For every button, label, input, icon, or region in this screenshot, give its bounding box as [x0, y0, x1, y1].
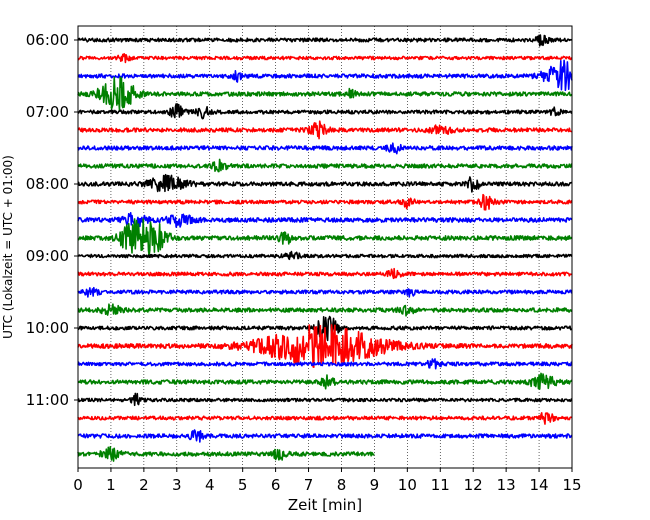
- trace-0600: [77, 34, 573, 47]
- trace-0800: [77, 173, 573, 193]
- y-tick-label-11:00: 11:00: [26, 391, 69, 409]
- trace-0815: [77, 193, 573, 211]
- trace-layer: [77, 34, 573, 462]
- x-tick-label-6: 6: [271, 476, 281, 494]
- trace-0730: [77, 142, 573, 155]
- x-tick-label-0: 0: [73, 476, 83, 494]
- x-tick-label-12: 12: [464, 476, 483, 494]
- x-tick-label-3: 3: [172, 476, 182, 494]
- trace-0630: [77, 59, 573, 92]
- trace-0945: [77, 303, 573, 317]
- x-tick-label-1: 1: [106, 476, 116, 494]
- y-axis: 06:00 07:00 08:00 09:00 10:00 11:00: [26, 31, 78, 409]
- x-tick-label-15: 15: [562, 476, 581, 494]
- x-tick-label-9: 9: [370, 476, 380, 494]
- x-tick-label-2: 2: [139, 476, 149, 494]
- trace-1145: [77, 445, 375, 462]
- x-tick-label-8: 8: [337, 476, 347, 494]
- x-tick-label-7: 7: [304, 476, 314, 494]
- plot-frame: [77, 25, 573, 469]
- trace-1045: [77, 372, 573, 390]
- x-axis-label: Zeit [min]: [288, 496, 362, 514]
- y-tick-label-06:00: 06:00: [26, 31, 69, 49]
- y-tick-label-08:00: 08:00: [26, 175, 69, 193]
- y-tick-label-07:00: 07:00: [26, 103, 69, 121]
- x-tick-label-13: 13: [497, 476, 516, 494]
- x-tick-label-11: 11: [431, 476, 450, 494]
- x-axis: 0 1 2 3 4 5 6 7 8 9 10 11 12 13 14 15: [73, 468, 582, 494]
- x-tick-label-10: 10: [398, 476, 417, 494]
- y-axis-label: UTC (Lokalzeit = UTC + 01:00): [1, 155, 15, 339]
- trace-0615: [77, 52, 573, 64]
- trace-0900: [77, 250, 573, 261]
- trace-0700: [77, 103, 573, 120]
- trace-1030: [77, 358, 573, 370]
- trace-0830: [77, 212, 573, 228]
- trace-1115: [77, 412, 573, 425]
- x-tick-label-5: 5: [238, 476, 248, 494]
- trace-0845: [77, 218, 573, 257]
- trace-0645: [77, 76, 573, 112]
- trace-0930: [77, 286, 573, 298]
- x-tick-label-14: 14: [530, 476, 549, 494]
- trace-1130: [77, 429, 573, 443]
- x-tick-label-4: 4: [205, 476, 215, 494]
- trace-1015: [77, 324, 573, 368]
- y-tick-label-10:00: 10:00: [26, 319, 69, 337]
- trace-0715: [77, 120, 573, 140]
- y-tick-label-09:00: 09:00: [26, 247, 69, 265]
- trace-0745: [77, 158, 573, 173]
- trace-1100: [77, 392, 573, 407]
- trace-0915: [77, 267, 573, 280]
